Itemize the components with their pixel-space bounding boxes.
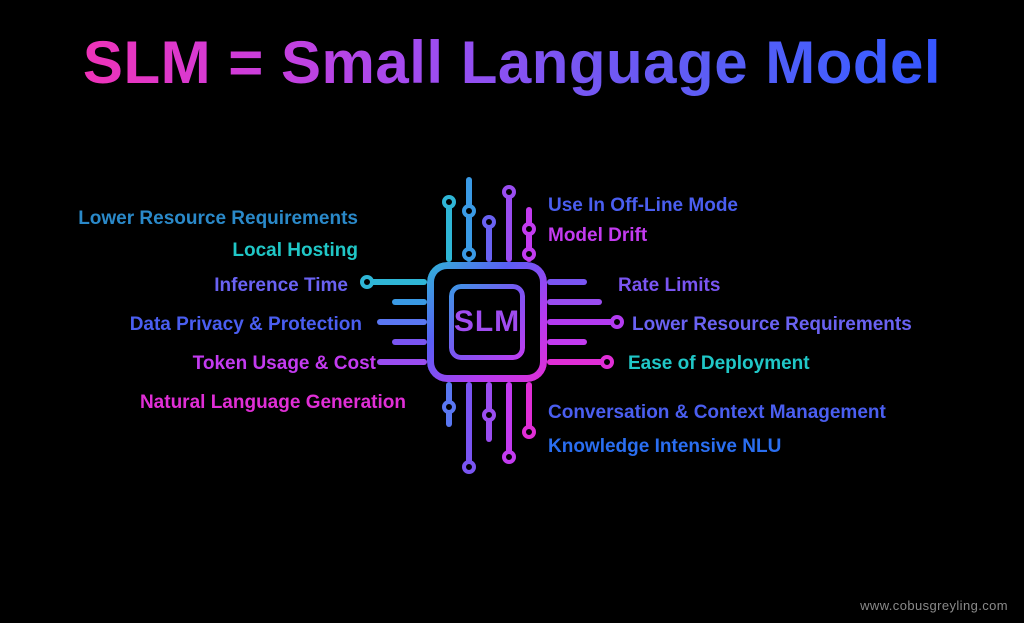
pin-end: [442, 195, 456, 209]
pin-right: [547, 299, 602, 305]
pin-end: [522, 247, 536, 261]
pin-left: [392, 339, 427, 345]
feature-label: Local Hosting: [232, 240, 358, 262]
feature-label: Inference Time: [214, 275, 348, 297]
pin-left: [377, 319, 427, 325]
pin-right: [547, 359, 607, 365]
feature-label: Conversation & Context Management: [548, 402, 886, 424]
feature-label: Use In Off-Line Mode: [548, 195, 738, 217]
infographic-canvas: SLM = Small Language Model SLM Lower Res…: [0, 0, 1024, 623]
chip-icon: SLM: [427, 262, 547, 382]
feature-label: Lower Resource Requirements: [632, 314, 912, 336]
feature-label: Data Privacy & Protection: [130, 314, 362, 336]
feature-label: Ease of Deployment: [628, 353, 810, 375]
pin-right: [547, 319, 617, 325]
pin-left: [377, 359, 427, 365]
pin-left: [392, 299, 427, 305]
pin-end: [610, 315, 624, 329]
pin-end: [522, 425, 536, 439]
pin-top: [446, 202, 452, 262]
pin-top: [506, 192, 512, 262]
pin-end: [462, 247, 476, 261]
feature-label: Natural Language Generation: [140, 392, 406, 414]
feature-label: Model Drift: [548, 225, 647, 247]
pin-end: [502, 450, 516, 464]
feature-label: Knowledge Intensive NLU: [548, 436, 781, 458]
feature-label: Lower Resource Requirements: [78, 208, 358, 230]
pin-end: [360, 275, 374, 289]
pin-left: [367, 279, 427, 285]
pin-right: [547, 339, 587, 345]
pin-right: [547, 279, 587, 285]
pin-end: [462, 460, 476, 474]
pin-end: [502, 185, 516, 199]
pin-end: [462, 204, 476, 218]
pin-end: [482, 215, 496, 229]
pin-end: [600, 355, 614, 369]
pin-bottom: [506, 382, 512, 457]
chip-label: SLM: [427, 262, 547, 382]
pin-end: [442, 400, 456, 414]
pin-end: [482, 408, 496, 422]
pin-end: [522, 222, 536, 236]
page-title: SLM = Small Language Model: [0, 28, 1024, 97]
feature-label: Token Usage & Cost: [193, 353, 376, 375]
pin-bottom: [466, 382, 472, 467]
feature-label: Rate Limits: [618, 275, 720, 297]
attribution: www.cobusgreyling.com: [860, 598, 1008, 613]
